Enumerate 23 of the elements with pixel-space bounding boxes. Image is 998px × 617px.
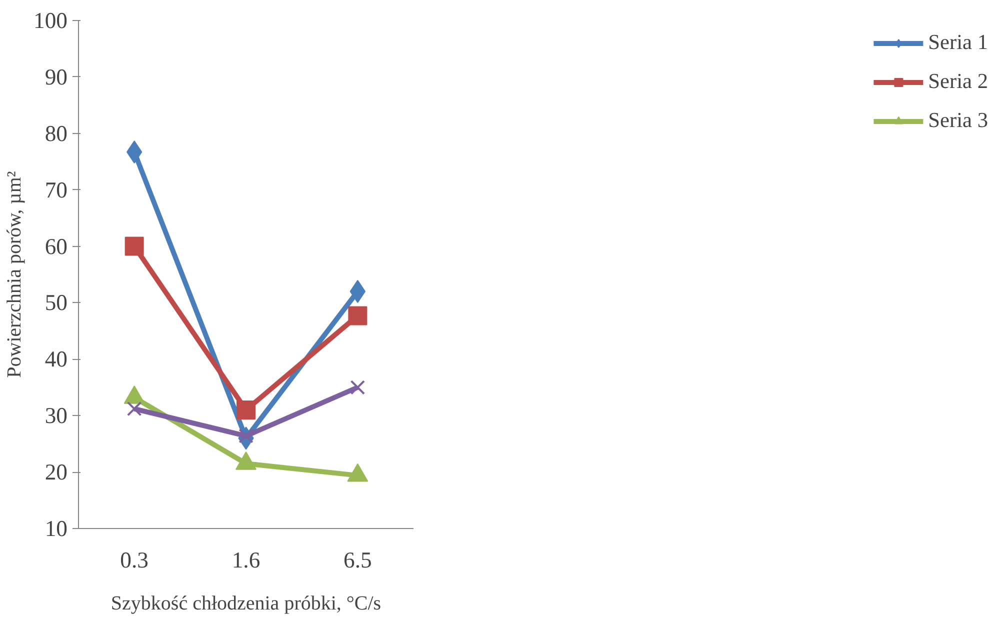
y-tick-label: 60	[44, 234, 68, 259]
y-tick-label: 50	[44, 290, 68, 316]
y-tick-label: 10	[44, 516, 68, 541]
point	[348, 306, 368, 326]
legend-label: Seria 2	[928, 69, 988, 94]
point	[236, 400, 256, 420]
point	[124, 236, 144, 256]
legend-label: Seria 3	[928, 108, 988, 133]
y-tick-label: 20	[44, 460, 68, 485]
x-tick-label: 1.6	[232, 548, 260, 572]
x-axis-title: Szybkość chłodzenia próbki, °C/s	[110, 592, 382, 614]
y-tick-label: 80	[44, 120, 68, 146]
legend-label: Seria 1	[928, 30, 988, 55]
y-tick-label: 30	[44, 403, 68, 428]
y-tick-label: 70	[44, 177, 68, 202]
y-tick-label: 100	[34, 8, 68, 33]
x-tick-label: 6.5	[344, 548, 372, 572]
y-tick-label: 90	[44, 64, 68, 90]
point	[126, 401, 142, 416]
y-axis-title: Powierzchnia porów, µm²	[4, 171, 26, 378]
point	[350, 380, 366, 395]
x-tick-label: 0.3	[120, 548, 148, 572]
y-tick-label: 40	[44, 346, 68, 372]
